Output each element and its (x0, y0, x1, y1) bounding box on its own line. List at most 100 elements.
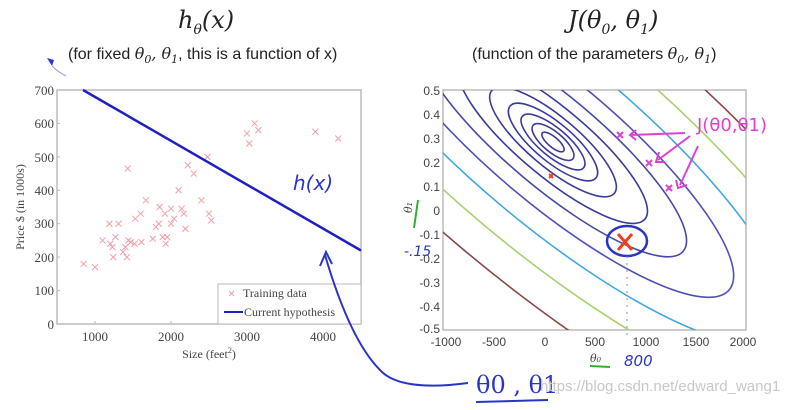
svg-text:2000: 2000 (158, 329, 184, 344)
svg-text:600: 600 (35, 116, 55, 131)
svg-text:0.3: 0.3 (423, 132, 440, 146)
training-point (109, 253, 117, 261)
training-point (167, 220, 175, 228)
training-point (205, 210, 213, 218)
training-point (137, 210, 144, 218)
training-point (207, 217, 215, 224)
j-annotation-arrows (616, 129, 699, 192)
training-point (112, 233, 119, 241)
training-point (255, 126, 262, 134)
svg-text:-0.2: -0.2 (419, 252, 440, 266)
training-point (123, 253, 131, 261)
training-point (122, 243, 129, 251)
svg-text:2000: 2000 (730, 335, 757, 349)
training-point (204, 153, 211, 161)
training-point (167, 205, 175, 213)
svg-text:-0.3: -0.3 (419, 276, 440, 290)
svg-text:0: 0 (542, 335, 549, 349)
svg-text:100: 100 (35, 283, 55, 298)
training-point (312, 128, 319, 136)
training-point (155, 220, 163, 228)
training-point (106, 240, 114, 248)
training-point (119, 248, 127, 256)
training-point (115, 220, 122, 228)
svg-text:-0.1: -0.1 (419, 228, 440, 242)
training-point (163, 233, 171, 241)
training-point (170, 215, 178, 223)
bottom-theta-annotation: θ0 , θ1 (476, 371, 558, 399)
training-data-markers (80, 120, 342, 271)
training-point (142, 196, 150, 204)
right-plot: 0.50.40.3 0.20.10 -0.1-0.2-0.3 -0.4-0.5 … (402, 84, 767, 370)
svg-text:0: 0 (48, 317, 55, 332)
right-subtitle: (function of the parameters θ0, θ1) (472, 44, 717, 67)
svg-text:4000: 4000 (310, 329, 336, 344)
training-point (182, 225, 189, 233)
svg-text:500: 500 (585, 335, 605, 349)
svg-text:-0.4: -0.4 (419, 300, 440, 314)
x-axis-label: Size (feet2) (182, 346, 236, 361)
training-point (178, 205, 185, 213)
svg-text:500: 500 (35, 150, 55, 165)
theta0-value-annotation: 800 (624, 352, 653, 370)
training-point (99, 237, 106, 244)
training-point (131, 215, 139, 223)
training-point (127, 238, 135, 246)
legend-current-hypothesis: Current hypothesis (244, 305, 335, 319)
minimum-marker (548, 173, 554, 179)
training-point (175, 186, 182, 194)
theta-params: θ0, θ1 (134, 44, 179, 67)
training-point (251, 120, 258, 127)
training-point (138, 238, 145, 246)
svg-text:0.4: 0.4 (423, 108, 440, 122)
hypothesis-line (82, 88, 362, 252)
y-axis-label: Price $ (in 1000s) (13, 164, 27, 250)
svg-text:1000: 1000 (633, 335, 660, 349)
left-title: hθ(x) (178, 6, 235, 38)
training-point (80, 260, 87, 268)
training-point (156, 203, 163, 211)
training-point (162, 240, 170, 248)
training-point (198, 196, 205, 204)
svg-text:-500: -500 (482, 335, 506, 349)
theta1-axis-label: θ₁ (402, 202, 415, 213)
training-point (91, 263, 99, 271)
training-point (243, 130, 251, 137)
svg-text:300: 300 (35, 216, 55, 231)
svg-text:3000: 3000 (234, 329, 260, 344)
svg-text:1500: 1500 (683, 335, 710, 349)
j-annotation: J(θ0,θ1) (696, 115, 767, 136)
training-point (124, 165, 132, 172)
svg-text:400: 400 (35, 183, 55, 198)
svg-text:700: 700 (35, 83, 55, 98)
hx-annotation: h(x) (293, 171, 333, 195)
training-point (190, 170, 198, 177)
training-point (131, 240, 138, 248)
svg-text:1000: 1000 (82, 329, 108, 344)
theta-params: θ0, θ1 (667, 44, 712, 67)
left-subtitle: (for fixed θ0, θ1, this is a function of… (68, 44, 338, 67)
training-point (180, 210, 188, 218)
svg-text:0.2: 0.2 (423, 156, 440, 170)
legend: Training data Current hypothesis (217, 283, 362, 325)
svg-text:0.5: 0.5 (423, 84, 440, 98)
watermark: https://blog.csdn.net/edward_wang1 (540, 378, 781, 395)
theta0-axis-label: θ₀ (590, 352, 602, 365)
training-point (245, 140, 253, 147)
training-point (334, 135, 342, 142)
training-point (149, 235, 157, 243)
svg-text:0.1: 0.1 (423, 180, 440, 194)
svg-text:0: 0 (433, 204, 440, 218)
svg-text:-0.5: -0.5 (419, 322, 440, 336)
training-point (109, 243, 116, 251)
training-point (184, 161, 192, 169)
pen-cursor-icon (47, 58, 67, 77)
svg-text:-1000: -1000 (431, 335, 462, 349)
right-title: J(θ0, θ1) (568, 6, 659, 38)
theta1-value-annotation: -.15 (404, 244, 431, 260)
svg-text:200: 200 (35, 250, 55, 265)
training-point (161, 210, 169, 218)
training-point (106, 220, 113, 228)
